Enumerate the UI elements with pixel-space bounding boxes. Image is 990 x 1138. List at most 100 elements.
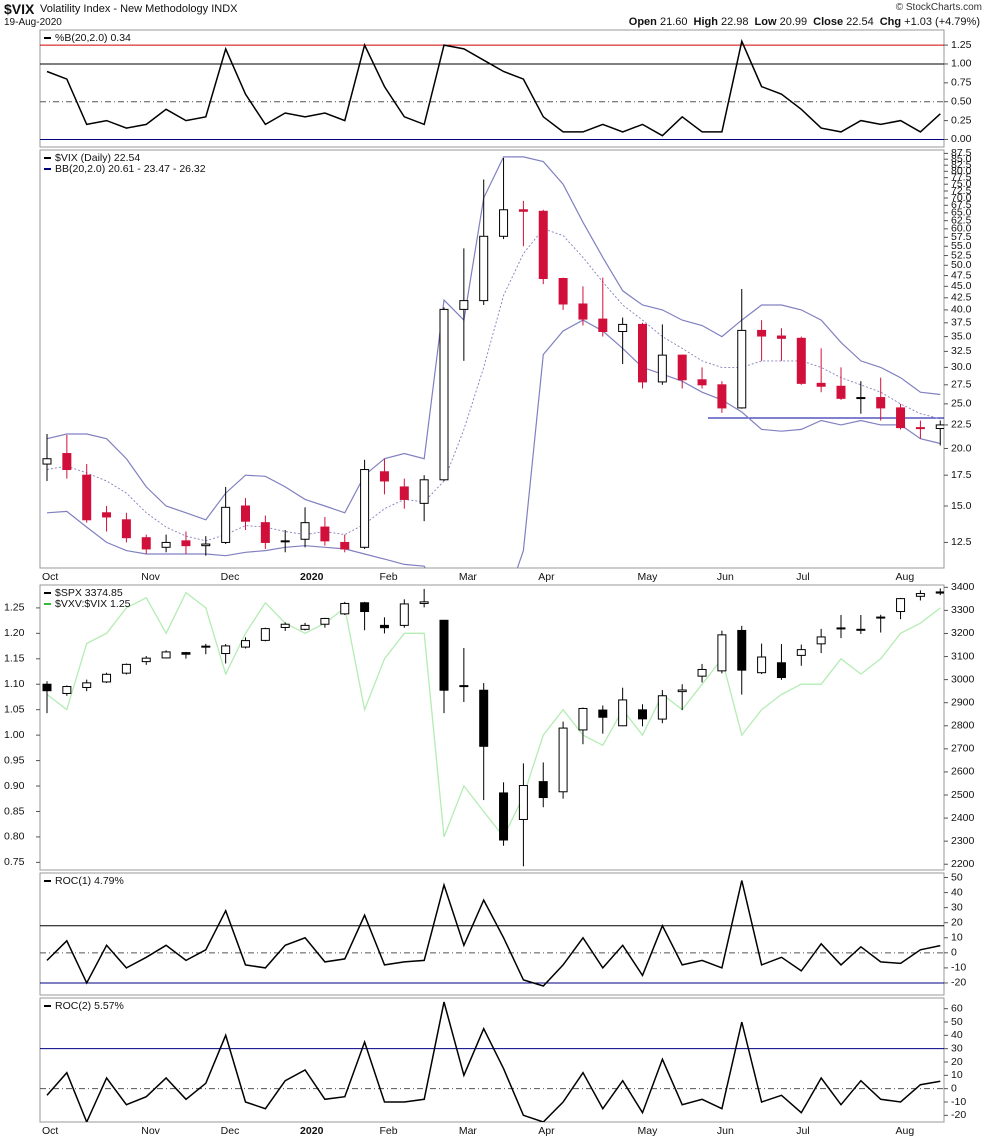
candle-body [518,209,528,212]
y-tick-label: 37.5 [951,317,972,329]
series-line [46,1001,941,1122]
candle-body [479,235,489,302]
legend-label: $VIX (Daily) 22.54 [55,152,140,164]
credit: © StockCharts.com [895,2,982,13]
candle-body [776,662,786,679]
symbol-name: Volatility Index - New Methodology INDX [40,3,238,15]
y-tick-label: 0.75 [951,77,972,89]
y-tick-label: -10 [951,962,966,974]
candle-body [62,453,72,471]
candle-body [419,601,429,604]
y-tick-label: 0.00 [951,133,972,145]
y-tick-label: 10 [951,1069,963,1081]
candle-body [241,640,250,648]
y-tick-label: 67.5 [951,199,972,211]
candle-body [360,469,370,548]
y-tick-label: 0 [951,947,957,959]
y-tick-label: 10 [951,932,963,944]
x-tick-label: Oct [42,571,58,583]
y-tick-label: 45.0 [951,280,972,292]
candle-body [796,649,806,656]
y-tick-label: 1.00 [951,58,972,70]
candle-body [796,337,806,384]
candle-body [42,458,52,465]
x-tick-label: Mar [459,1125,478,1137]
candle-body [141,657,151,663]
quote-label: Close [813,16,844,28]
quote-value: 20.99 [779,16,808,28]
y-tick-label: 62.5 [951,214,972,226]
y2-tick-label: 1.10 [4,678,25,690]
y2-tick-label: 0.75 [4,856,25,868]
y-tick-label: 30 [951,1042,963,1054]
exchange: INDX [211,3,238,15]
candle-body [419,479,429,504]
band-lower [46,319,941,568]
candle-body [241,505,250,522]
candle-body [260,522,270,543]
candle-body [141,537,151,550]
y-tick-label: 75.0 [951,178,972,190]
candle-body [757,656,767,674]
legend-label: $SPX 3374.85 [55,587,123,599]
y-tick-label: 1.25 [951,39,972,51]
symbol: $VIX [4,1,35,17]
y-tick-label: 35.0 [951,330,972,342]
candle-body [42,683,52,692]
y-tick-label: -20 [951,1109,966,1121]
candle-body [459,685,469,688]
candle-body [717,384,727,409]
candle-body [121,519,131,539]
quote-value: 21.60 [659,16,688,28]
candle-body [459,300,469,310]
candle-body [677,689,687,693]
candle-body [518,785,528,820]
candle-body [280,540,290,543]
y-tick-label: 47.5 [951,269,972,281]
candle-body [876,616,886,619]
quote-value: 22.54 [846,16,874,28]
x-tick-label: Feb [379,571,397,583]
candle-body [935,591,944,594]
y-tick-label: 87.5 [951,147,972,159]
y-tick-label: 32.5 [951,345,972,357]
candle-body [657,354,667,383]
candle-body [697,379,707,386]
candle-body [439,619,449,691]
y-tick-label: 2300 [951,835,975,847]
quote-label: High [693,16,718,28]
panel-frame [39,584,945,871]
y-tick-label: 85.0 [951,153,972,165]
candle-body [161,541,171,548]
quote-label: Low [754,16,777,28]
y-tick-label: 30 [951,901,963,913]
candle-body [578,707,588,731]
candle-body [479,689,489,747]
candle-body [260,628,270,641]
legend-label: ROC(2) 5.57% [55,1000,124,1012]
x-tick-label: 2020 [300,571,324,583]
y-tick-label: 25.0 [951,398,972,410]
y-tick-label: 0.50 [951,95,972,107]
x-tick-label: Nov [141,571,160,583]
y-tick-label: 50 [951,1016,963,1028]
y-tick-label: 30.0 [951,361,972,373]
date: 19-Aug-2020 [4,17,62,28]
plot-area [42,588,944,867]
candle-body [201,645,211,648]
y-tick-label: 3300 [951,604,975,616]
candle-body [439,308,449,481]
candle-body [320,617,330,625]
candle-body [876,397,886,409]
candle-body [677,354,687,381]
candle-body [915,427,925,430]
candle-body [598,709,608,718]
y-tick-label: 72.5 [951,185,972,197]
x-tick-label: Apr [538,1125,555,1137]
band-upper [46,156,941,521]
candle-body [340,541,350,550]
y-tick-label: 3400 [951,581,975,593]
series-line [46,880,941,987]
candle-body [856,397,866,400]
candle-body [816,636,826,645]
